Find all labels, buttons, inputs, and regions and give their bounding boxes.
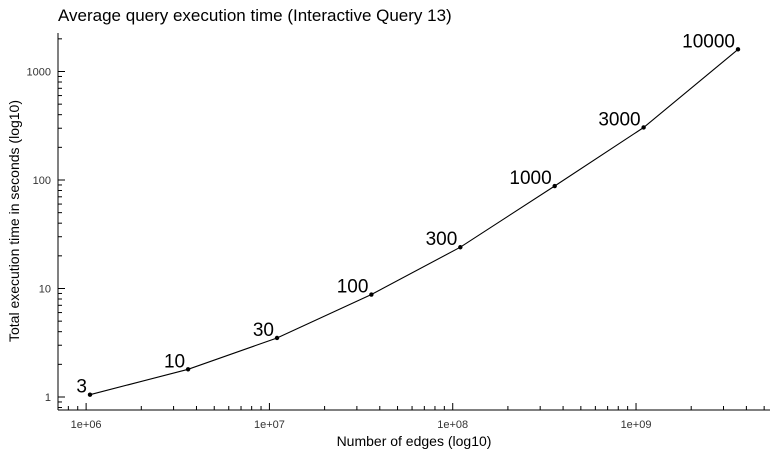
data-point xyxy=(274,335,280,341)
x-tick-label: 1e+07 xyxy=(254,419,285,431)
data-points xyxy=(87,47,741,397)
chart-title: Average query execution time (Interactiv… xyxy=(58,6,452,25)
data-point xyxy=(458,245,463,250)
x-tick-label: 1e+06 xyxy=(71,419,102,431)
data-label: 3000 xyxy=(598,109,640,130)
x-tick-label: 1e+09 xyxy=(621,419,652,431)
data-label: 10000 xyxy=(682,31,735,52)
series-line xyxy=(89,48,739,396)
y-tick-label: 1 xyxy=(45,392,51,404)
y-tick-label: 10 xyxy=(39,284,51,296)
data-label: 3 xyxy=(76,377,87,398)
data-label: 30 xyxy=(253,320,274,341)
data-point xyxy=(369,292,374,297)
data-point xyxy=(185,367,191,372)
y-ticks: 1 10 100 1000 xyxy=(27,38,65,409)
data-point xyxy=(552,183,557,189)
data-label: 100 xyxy=(337,277,369,298)
x-tick-label: 1e+08 xyxy=(437,419,468,431)
data-point xyxy=(641,125,646,130)
y-tick-label: 100 xyxy=(33,175,51,187)
data-point xyxy=(87,392,93,397)
data-label: 300 xyxy=(426,229,458,250)
x-ticks: 1e+06 1e+07 1e+08 1e+09 xyxy=(67,403,765,431)
y-tick-label: 1000 xyxy=(27,67,51,79)
data-point xyxy=(735,47,741,52)
data-label: 10 xyxy=(164,351,185,372)
data-label: 1000 xyxy=(509,168,551,189)
data-labels: 3 10 30 100 300 1000 3000 10000 xyxy=(76,31,735,397)
y-axis-label: Total execution time in seconds (log10) xyxy=(6,100,22,342)
x-axis-label: Number of edges (log10) xyxy=(337,433,492,449)
